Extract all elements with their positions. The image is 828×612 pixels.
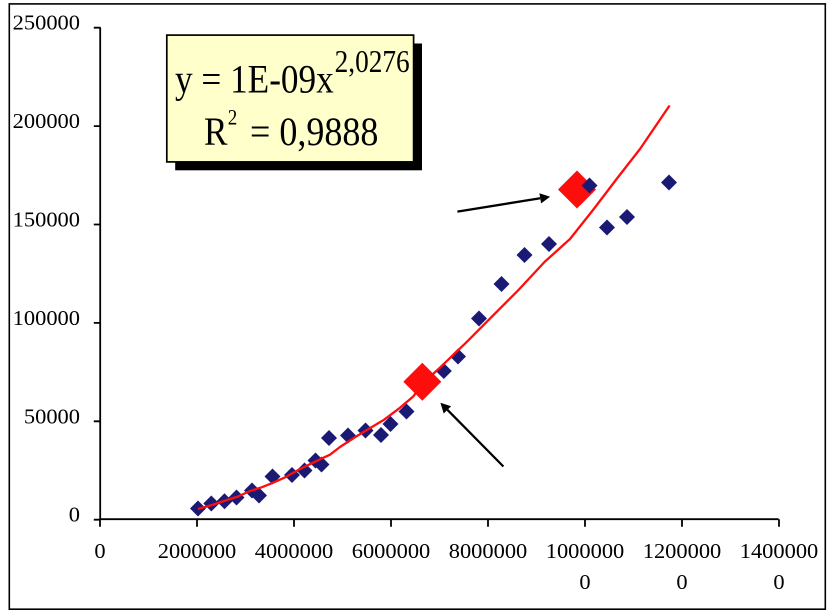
svg-text:0: 0 <box>676 571 687 594</box>
svg-text:100000: 100000 <box>13 307 80 330</box>
svg-text:6000000: 6000000 <box>352 540 431 563</box>
svg-text:y = 1E-09x: y = 1E-09x <box>175 57 334 102</box>
svg-text:0: 0 <box>579 571 590 594</box>
svg-text:150000: 150000 <box>13 208 80 231</box>
svg-text:= 0,9888: = 0,9888 <box>250 110 378 154</box>
svg-text:0: 0 <box>94 540 105 563</box>
svg-text:1200000: 1200000 <box>643 540 722 563</box>
svg-text:0: 0 <box>773 571 784 594</box>
svg-text:R: R <box>204 110 228 155</box>
svg-text:2: 2 <box>228 106 238 129</box>
svg-text:200000: 200000 <box>13 110 80 133</box>
svg-text:2,0276: 2,0276 <box>335 45 410 79</box>
svg-text:50000: 50000 <box>24 405 80 428</box>
svg-text:1000000: 1000000 <box>546 540 625 563</box>
svg-text:250000: 250000 <box>13 11 80 34</box>
svg-text:2000000: 2000000 <box>158 540 237 563</box>
svg-text:0: 0 <box>69 503 80 526</box>
svg-text:4000000: 4000000 <box>255 540 334 563</box>
svg-text:8000000: 8000000 <box>449 540 528 563</box>
svg-text:1400000: 1400000 <box>740 540 819 563</box>
